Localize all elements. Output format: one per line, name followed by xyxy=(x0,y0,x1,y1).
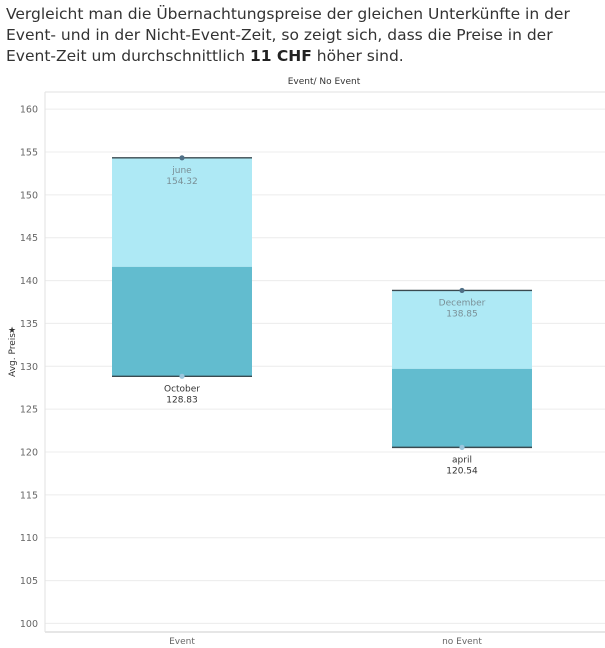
y-tick-label: 140 xyxy=(20,276,38,287)
lower-box[interactable] xyxy=(112,266,252,377)
min-value-label: 120.54 xyxy=(446,466,478,476)
headline-part2: höher sind. xyxy=(311,47,404,65)
headline-text: Vergleicht man die Übernachtungspreise d… xyxy=(6,4,602,67)
y-tick-label: 115 xyxy=(20,490,38,501)
y-tick-label: 145 xyxy=(20,233,38,244)
y-axis-title: Avg. Preis xyxy=(8,333,18,377)
y-axis-label: Avg. Preis xyxy=(8,333,18,377)
lower-box[interactable] xyxy=(392,368,532,448)
max-value-label: 138.85 xyxy=(446,309,478,319)
x-tick-label: no Event xyxy=(442,637,482,647)
max-month-label: December xyxy=(439,298,486,308)
max-point[interactable] xyxy=(179,155,185,161)
upper-box[interactable] xyxy=(112,157,252,267)
y-tick-label: 150 xyxy=(20,190,38,201)
y-tick-label: 155 xyxy=(20,148,38,159)
headline-highlight: 11 CHF xyxy=(249,47,312,65)
min-point[interactable] xyxy=(459,444,465,450)
x-axis-ticks: Event no Event xyxy=(169,637,482,647)
upper-box[interactable] xyxy=(392,290,532,369)
y-tick-label: 125 xyxy=(20,405,38,416)
y-axis-ticks: 100 105 110 115 120 125 130 135 140 145 150 155 160 xyxy=(20,105,38,630)
max-point[interactable] xyxy=(459,287,465,294)
y-tick-label: 160 xyxy=(20,105,38,116)
min-point[interactable] xyxy=(179,373,185,379)
y-tick-label: 135 xyxy=(20,319,38,330)
y-tick-label: 110 xyxy=(20,533,38,544)
pin-icon[interactable]: ★ xyxy=(8,326,16,336)
column-header: Event/ No Event xyxy=(288,77,361,87)
x-tick-label: Event xyxy=(169,637,195,647)
headline-part1: Vergleicht man die Übernachtungspreise d… xyxy=(6,5,570,65)
max-value-label: 154.32 xyxy=(166,177,198,187)
min-month-label: april xyxy=(452,455,472,465)
max-month-label: june xyxy=(171,166,192,176)
y-tick-label: 120 xyxy=(20,448,38,459)
y-tick-label: 105 xyxy=(20,576,38,587)
min-month-label: October xyxy=(164,384,200,394)
min-value-label: 128.83 xyxy=(166,395,198,405)
y-tick-label: 100 xyxy=(20,619,38,630)
y-tick-label: 130 xyxy=(20,362,38,373)
